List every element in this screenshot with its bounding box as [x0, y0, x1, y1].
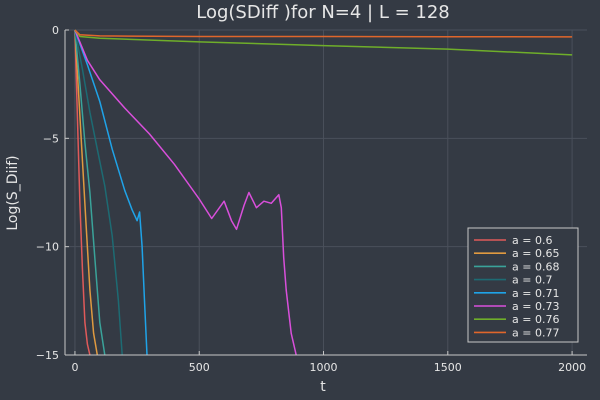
- legend-label-4: a = 0.71: [512, 287, 559, 300]
- legend-label-3: a = 0.7: [512, 274, 552, 287]
- x-tick-label: 2000: [558, 361, 586, 374]
- y-axis-label: Log(S_Diif): [5, 155, 21, 230]
- legend: a = 0.6a = 0.65a = 0.68a = 0.7a = 0.71a …: [467, 227, 579, 343]
- legend-box: [467, 227, 579, 343]
- x-tick-label: 500: [189, 361, 210, 374]
- series-line-1: [74, 29, 99, 355]
- legend-label-2: a = 0.68: [512, 260, 559, 273]
- series-group: [74, 29, 573, 355]
- legend-label-7: a = 0.77: [512, 326, 559, 339]
- y-tick-label: −15: [36, 349, 59, 362]
- series-line-6: [74, 29, 573, 56]
- series-line-3: [74, 29, 123, 355]
- x-axis-label: t: [320, 379, 326, 395]
- legend-label-6: a = 0.76: [512, 313, 559, 326]
- x-tick-label: 1500: [434, 361, 462, 374]
- legend-label-0: a = 0.6: [512, 234, 552, 247]
- plot-frame: [64, 30, 587, 356]
- series-line-4: [74, 29, 148, 355]
- ticks: 0 500 1000 1500 2000 0 −5 −10 −15: [36, 24, 586, 374]
- series-line-5: [74, 29, 297, 355]
- y-tick-label: 0: [52, 24, 59, 37]
- chart-title: Log(SDiff )for N=4 | L = 128: [196, 2, 450, 23]
- y-tick-label: −5: [43, 132, 59, 145]
- x-tick-label: 0: [71, 361, 78, 374]
- y-tick-label: −10: [36, 241, 59, 254]
- series-line-0: [74, 29, 91, 355]
- legend-label-5: a = 0.73: [512, 300, 559, 313]
- series-line-7: [74, 29, 573, 38]
- legend-label-1: a = 0.65: [512, 247, 559, 260]
- x-tick-label: 1000: [310, 361, 338, 374]
- series-line-2: [74, 29, 106, 355]
